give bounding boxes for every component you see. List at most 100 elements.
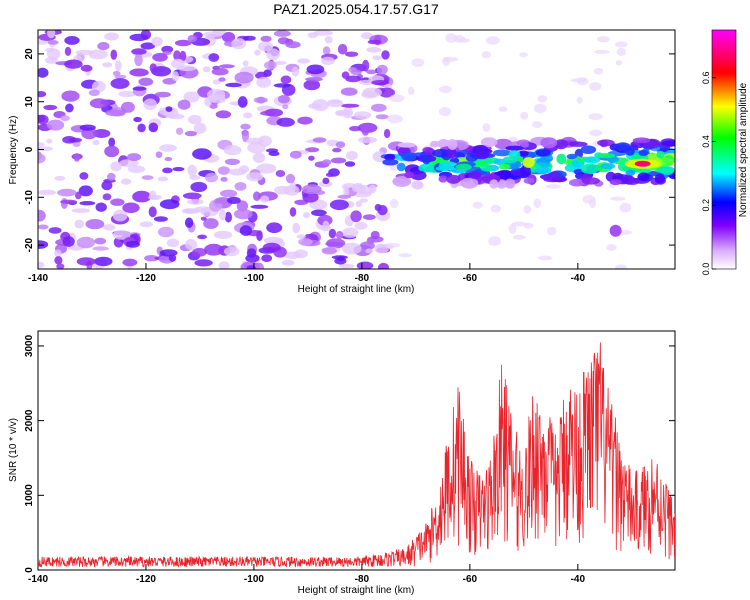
spectrogram-cell <box>297 58 310 64</box>
spectrogram-cell <box>371 103 387 112</box>
spectrogram-cell <box>257 41 274 52</box>
spectrogram-cell <box>556 153 567 165</box>
spectrogram-cell <box>398 253 412 258</box>
spectrogram-cell <box>234 182 247 191</box>
spectrogram-cell <box>220 189 238 198</box>
x-tick-label: -40 <box>571 273 586 284</box>
spectrogram-cell <box>322 46 331 55</box>
spectrogram-cell <box>335 141 346 149</box>
spectrogram-cell <box>376 64 388 75</box>
spectrogram-x-axis: -140 -120 -100 -80 -60 -40 <box>28 263 586 284</box>
spectrogram-cell <box>407 86 415 96</box>
spectrogram-cell <box>112 230 131 240</box>
spectrogram-cell <box>48 227 62 234</box>
spectrogram-cell <box>192 247 207 257</box>
y-tick-label: 1000 <box>24 484 35 507</box>
spectrogram-cell <box>261 254 273 262</box>
spectrogram-cell <box>366 236 375 245</box>
spectrogram-cell <box>190 181 208 193</box>
spectrogram-cell <box>162 167 173 174</box>
spectrogram-cell <box>411 180 424 190</box>
colorbar-tick-label: 0.4 <box>701 135 711 148</box>
spectrogram-cell <box>203 218 219 229</box>
spectrogram-cell <box>432 149 450 158</box>
spectrogram-cell <box>576 96 583 104</box>
spectrogram-cell <box>224 211 232 223</box>
spectrogram-cell <box>214 199 225 204</box>
spectrogram-cell <box>371 80 389 86</box>
spectrogram-cell <box>131 48 147 55</box>
spectrogram-cell <box>64 46 72 57</box>
spectrogram-cell <box>122 258 138 267</box>
spectrogram-cell <box>64 35 80 45</box>
spectrogram-cell <box>79 172 89 180</box>
spectrogram-cell <box>47 30 56 39</box>
spectrogram-cell <box>519 52 528 58</box>
spectrogram-cell <box>189 175 201 180</box>
spectrogram-cell <box>38 142 45 147</box>
spectrogram-cell <box>576 77 589 86</box>
spectrogram-cell <box>615 264 627 269</box>
spectrogram-cell <box>254 262 264 269</box>
spectrogram-cell <box>600 163 616 170</box>
spectrogram-cell <box>285 41 301 49</box>
spectrogram-cell <box>324 36 333 44</box>
spectrogram-cell <box>322 220 330 231</box>
spectrogram-cell <box>119 159 139 168</box>
spectrogram-cell <box>60 199 78 204</box>
spectrogram-cell <box>187 114 202 125</box>
spectrogram-cell <box>144 255 159 262</box>
spectrogram-cell <box>289 207 297 217</box>
spectrogram-cell <box>155 151 163 158</box>
x-tick-label: -80 <box>355 574 370 585</box>
spectrogram-cell <box>245 172 264 182</box>
spectrogram-cell <box>326 139 339 147</box>
spectrogram-cell <box>120 178 132 185</box>
spectrogram-cell <box>38 114 49 125</box>
spectrogram-cell <box>341 71 350 79</box>
spectrogram-cell <box>102 193 112 201</box>
spectrogram-cell <box>187 164 197 177</box>
spectrogram-cell <box>282 104 289 110</box>
spectrogram-cell <box>56 263 65 269</box>
spectrogram-cell <box>512 234 526 240</box>
spectrogram-cell <box>303 79 321 91</box>
spectrogram-cell <box>382 159 399 166</box>
spectrogram-cell <box>609 224 622 237</box>
spectrogram-peak <box>634 160 651 167</box>
spectrogram-cell <box>329 199 349 211</box>
spectrogram-cell <box>266 222 283 233</box>
spectrogram-cell <box>213 230 233 239</box>
spectrogram-cell <box>289 150 302 159</box>
spectrogram-cell <box>482 123 491 132</box>
spectrogram-cell <box>239 225 253 236</box>
spectrogram-cell <box>253 97 268 104</box>
spectrogram-cell <box>285 173 296 184</box>
spectrogram-cell <box>619 177 630 183</box>
spectrogram-cell <box>243 35 256 41</box>
spectrogram-cell <box>203 31 223 38</box>
spectrogram-cell <box>518 150 529 157</box>
spectrogram-cell <box>345 75 362 83</box>
spectrogram-cell <box>610 196 626 201</box>
spectrogram-cell <box>599 139 608 148</box>
spectrogram-cell <box>219 64 235 69</box>
spectrogram-cell <box>91 80 106 93</box>
spectrogram-cell <box>625 147 635 156</box>
spectrogram-cell <box>545 184 562 189</box>
spectrogram-cell <box>45 47 55 53</box>
spectrogram-cell <box>237 96 248 108</box>
spectrogram-cell <box>374 203 382 212</box>
spectrogram-cell <box>134 54 143 67</box>
spectrogram-cell <box>389 164 399 171</box>
spectrogram-cell <box>68 137 82 143</box>
spectrogram-cell <box>187 34 198 43</box>
spectrogram-cell <box>332 147 342 153</box>
spectrogram-cell <box>264 60 277 70</box>
spectrogram-cell <box>654 173 665 184</box>
colorbar-tick-label: 0.2 <box>701 199 711 212</box>
x-tick-label: -140 <box>28 273 48 284</box>
spectrogram-cell <box>103 224 116 231</box>
x-tick-label: -120 <box>136 574 156 585</box>
